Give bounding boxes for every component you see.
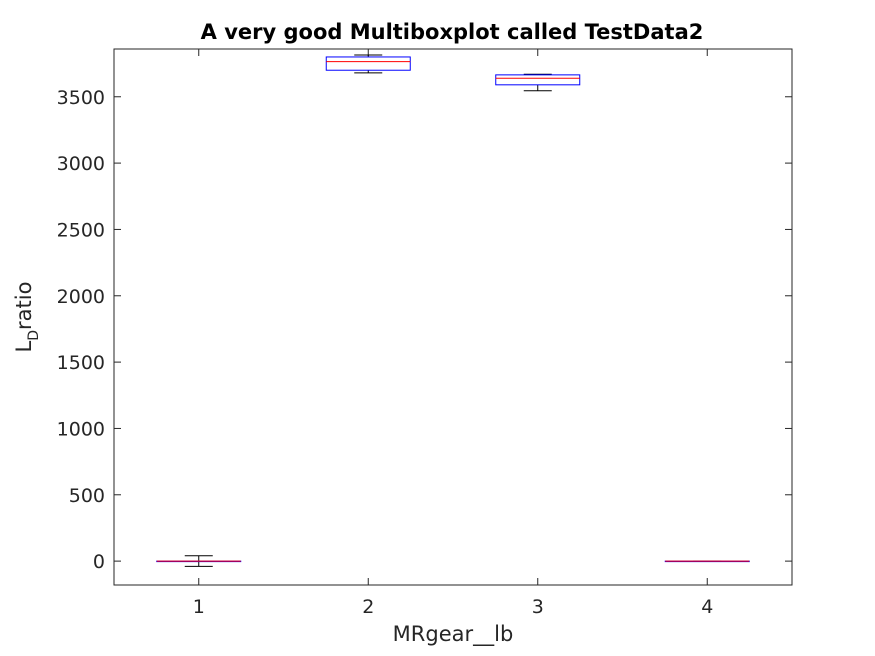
plot-area — [113, 48, 793, 586]
box-rect — [325, 56, 411, 71]
x-axis-label: MRgear__lb — [393, 622, 514, 647]
x-tick-label: 3 — [532, 596, 544, 618]
box-group — [495, 73, 581, 92]
y-axis: 0 500 1000 1500 2000 2500 3000 3500 — [57, 87, 792, 573]
y-tick-label: 1500 — [57, 352, 105, 374]
y-tick-label: 500 — [69, 485, 105, 507]
box-rect — [495, 74, 581, 86]
y-axis-label-suffix: ratio — [12, 282, 36, 330]
x-tick-label: 1 — [193, 596, 205, 618]
box-group — [156, 555, 242, 567]
x-tick-label: 4 — [701, 596, 713, 618]
chart-title: A very good Multiboxplot called TestData… — [201, 20, 704, 44]
y-axis-label: LDratio — [12, 282, 42, 353]
box-group — [325, 54, 411, 74]
y-axis-label-subscript: D — [26, 330, 42, 341]
y-tick-label: 3500 — [57, 87, 105, 109]
y-axis-label-main: L — [12, 340, 36, 352]
y-tick-label: 0 — [93, 551, 105, 573]
y-tick-label: 2500 — [57, 219, 105, 241]
y-tick-label: 3000 — [57, 153, 105, 175]
box-group — [664, 560, 750, 563]
boxes-layer — [156, 54, 750, 567]
x-tick-label: 2 — [362, 596, 374, 618]
y-tick-label: 2000 — [57, 286, 105, 308]
y-tick-label: 1000 — [57, 418, 105, 440]
x-axis: 1 2 3 4 — [193, 49, 713, 618]
